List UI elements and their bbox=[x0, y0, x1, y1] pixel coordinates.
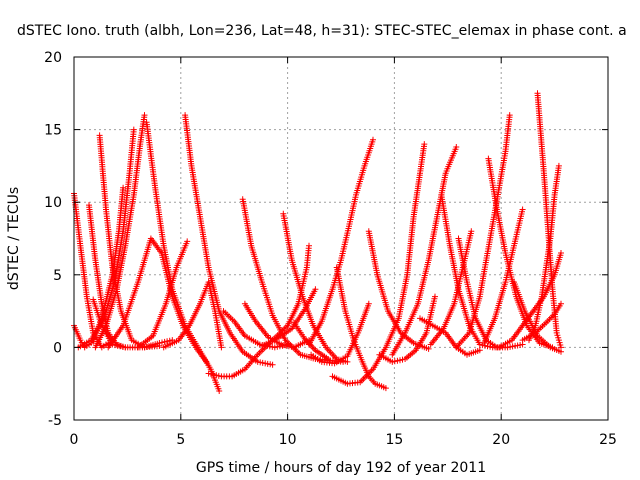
series-5 bbox=[75, 126, 137, 351]
series-markers bbox=[389, 144, 460, 358]
series-markers bbox=[481, 206, 526, 346]
series-28 bbox=[417, 315, 483, 358]
x-tick-label: 25 bbox=[599, 432, 617, 448]
series-33 bbox=[485, 155, 556, 351]
series-38 bbox=[519, 300, 564, 344]
series-markers bbox=[534, 90, 564, 351]
y-tick-label: 5 bbox=[53, 268, 62, 284]
x-tick-label: 5 bbox=[176, 432, 185, 448]
series-markers bbox=[329, 141, 428, 387]
series-markers bbox=[259, 286, 319, 349]
x-tick-label: 10 bbox=[279, 432, 297, 448]
series-34 bbox=[511, 279, 564, 355]
series-18 bbox=[280, 210, 351, 365]
chart-title: dSTEC Iono. truth (albh, Lon=236, Lat=48… bbox=[17, 23, 627, 39]
series-markers bbox=[496, 250, 564, 351]
series-10 bbox=[135, 238, 191, 351]
x-axis-title: GPS time / hours of day 192 of year 2011 bbox=[196, 460, 486, 476]
x-tick-label: 20 bbox=[492, 432, 510, 448]
x-tick-label: 0 bbox=[70, 432, 79, 448]
plot-frame bbox=[73, 56, 609, 421]
y-tick-label: 10 bbox=[44, 195, 62, 211]
series-markers bbox=[306, 136, 376, 348]
y-tick-label: 20 bbox=[44, 50, 62, 66]
series-markers bbox=[519, 300, 564, 344]
grid-lines bbox=[74, 57, 608, 420]
series-markers bbox=[160, 279, 225, 351]
series-markers bbox=[453, 112, 513, 351]
series-markers bbox=[291, 319, 332, 362]
series-19 bbox=[308, 300, 372, 367]
y-tick-label: 15 bbox=[44, 123, 62, 139]
series-22 bbox=[333, 264, 389, 392]
series-24 bbox=[329, 141, 428, 387]
series-markers bbox=[333, 264, 389, 392]
series-12 bbox=[160, 279, 225, 351]
series-27 bbox=[427, 228, 475, 348]
series-markers bbox=[135, 238, 191, 351]
series-30 bbox=[455, 235, 500, 351]
y-axis-title: dSTEC / TECUs bbox=[6, 187, 22, 290]
y-tick-label: -5 bbox=[48, 413, 62, 429]
series-25 bbox=[376, 293, 438, 365]
series-35 bbox=[526, 162, 562, 344]
series-37 bbox=[496, 250, 564, 351]
series-markers bbox=[417, 315, 483, 358]
series-9 bbox=[105, 235, 210, 365]
series-26 bbox=[389, 144, 460, 358]
series-markers bbox=[92, 112, 148, 351]
series-6 bbox=[92, 112, 148, 351]
series-markers bbox=[427, 228, 475, 348]
series-markers bbox=[376, 293, 438, 365]
series-markers bbox=[455, 235, 500, 351]
y-tick-label: 0 bbox=[53, 340, 62, 356]
series-markers bbox=[280, 210, 351, 365]
series-31 bbox=[453, 112, 513, 351]
data-series bbox=[71, 90, 564, 394]
series-markers bbox=[182, 112, 276, 368]
axis-ticks: 0 5 10 15 20 25 -5 0 5 10 15 20 bbox=[44, 50, 617, 448]
series-track bbox=[241, 199, 344, 363]
series-32 bbox=[481, 206, 526, 346]
x-tick-label: 15 bbox=[385, 432, 403, 448]
series-21 bbox=[306, 136, 376, 348]
series-17 bbox=[259, 286, 319, 349]
series-36 bbox=[534, 90, 564, 351]
